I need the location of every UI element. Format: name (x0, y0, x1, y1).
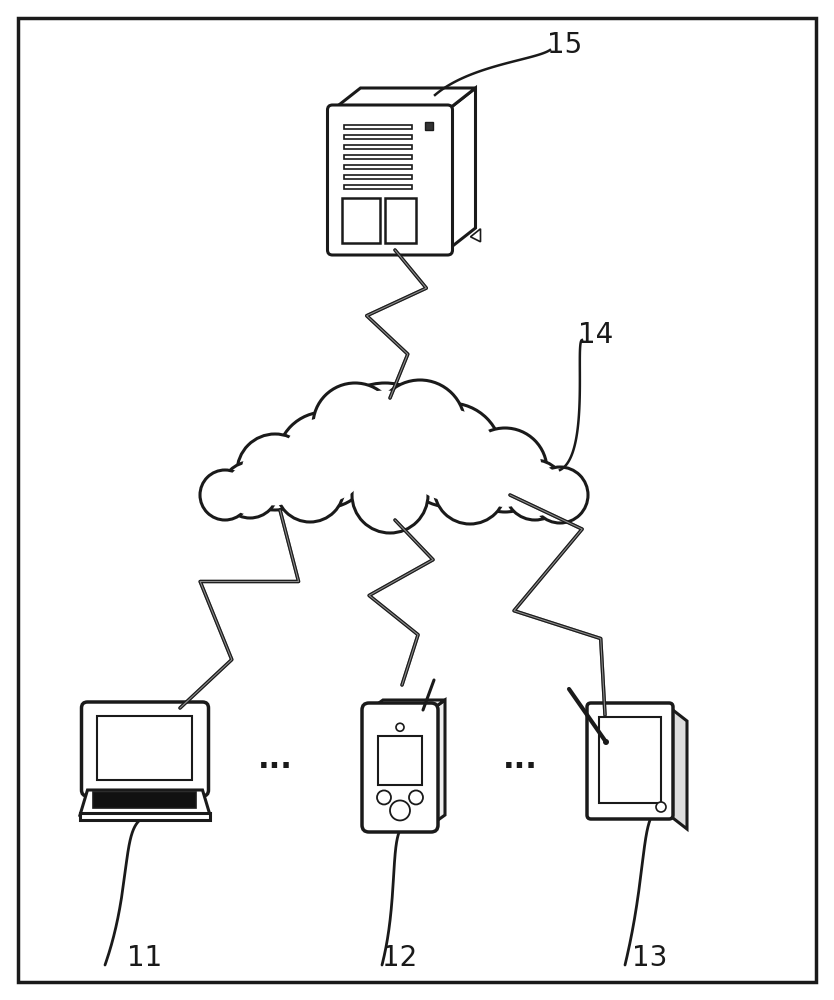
Circle shape (323, 383, 447, 507)
Circle shape (352, 457, 428, 533)
Polygon shape (669, 707, 687, 829)
Circle shape (277, 412, 373, 508)
Bar (385, 198, 416, 243)
Text: ...: ... (503, 746, 537, 774)
Circle shape (276, 454, 344, 522)
Circle shape (434, 452, 506, 524)
Circle shape (357, 462, 424, 528)
Text: ...: ... (258, 746, 293, 774)
Circle shape (404, 409, 495, 501)
Circle shape (203, 473, 247, 517)
Circle shape (463, 428, 547, 512)
Bar (344, 135, 413, 139)
Polygon shape (333, 88, 475, 110)
Circle shape (532, 467, 588, 523)
FancyBboxPatch shape (82, 702, 208, 796)
Circle shape (439, 456, 502, 520)
Text: 15: 15 (547, 31, 583, 59)
Circle shape (283, 418, 367, 502)
Circle shape (225, 465, 274, 515)
Circle shape (377, 790, 391, 804)
Circle shape (390, 800, 410, 820)
Bar (599, 717, 661, 803)
FancyBboxPatch shape (362, 703, 438, 832)
Bar (344, 165, 413, 169)
Polygon shape (80, 790, 210, 815)
Polygon shape (470, 229, 480, 242)
Bar (344, 175, 413, 179)
Circle shape (396, 723, 404, 731)
Text: 14: 14 (578, 321, 614, 349)
Text: 12: 12 (382, 944, 418, 972)
Circle shape (330, 390, 440, 500)
Circle shape (200, 470, 250, 520)
Circle shape (313, 383, 397, 467)
Circle shape (242, 439, 309, 505)
Bar (344, 125, 413, 129)
Circle shape (535, 470, 585, 520)
Circle shape (409, 790, 423, 804)
Polygon shape (448, 88, 475, 250)
Bar (344, 155, 413, 159)
Circle shape (280, 458, 340, 518)
Bar (80, 813, 210, 820)
Polygon shape (431, 700, 445, 825)
Bar (343, 198, 380, 243)
Bar (378, 736, 422, 785)
Circle shape (468, 433, 542, 507)
Circle shape (398, 403, 502, 507)
Circle shape (380, 385, 460, 465)
Text: 13: 13 (632, 944, 668, 972)
Bar (93, 792, 197, 808)
FancyBboxPatch shape (328, 105, 453, 255)
Circle shape (603, 739, 609, 745)
Text: 11: 11 (128, 944, 163, 972)
Circle shape (222, 462, 278, 518)
Bar (98, 716, 193, 780)
Polygon shape (369, 700, 445, 710)
Circle shape (237, 434, 313, 510)
Circle shape (505, 460, 565, 520)
Bar (344, 145, 413, 149)
Circle shape (375, 380, 465, 470)
FancyBboxPatch shape (587, 703, 673, 819)
Bar (344, 185, 413, 189)
Circle shape (656, 802, 666, 812)
Circle shape (318, 388, 392, 462)
Circle shape (509, 464, 561, 516)
Bar (425, 122, 434, 130)
